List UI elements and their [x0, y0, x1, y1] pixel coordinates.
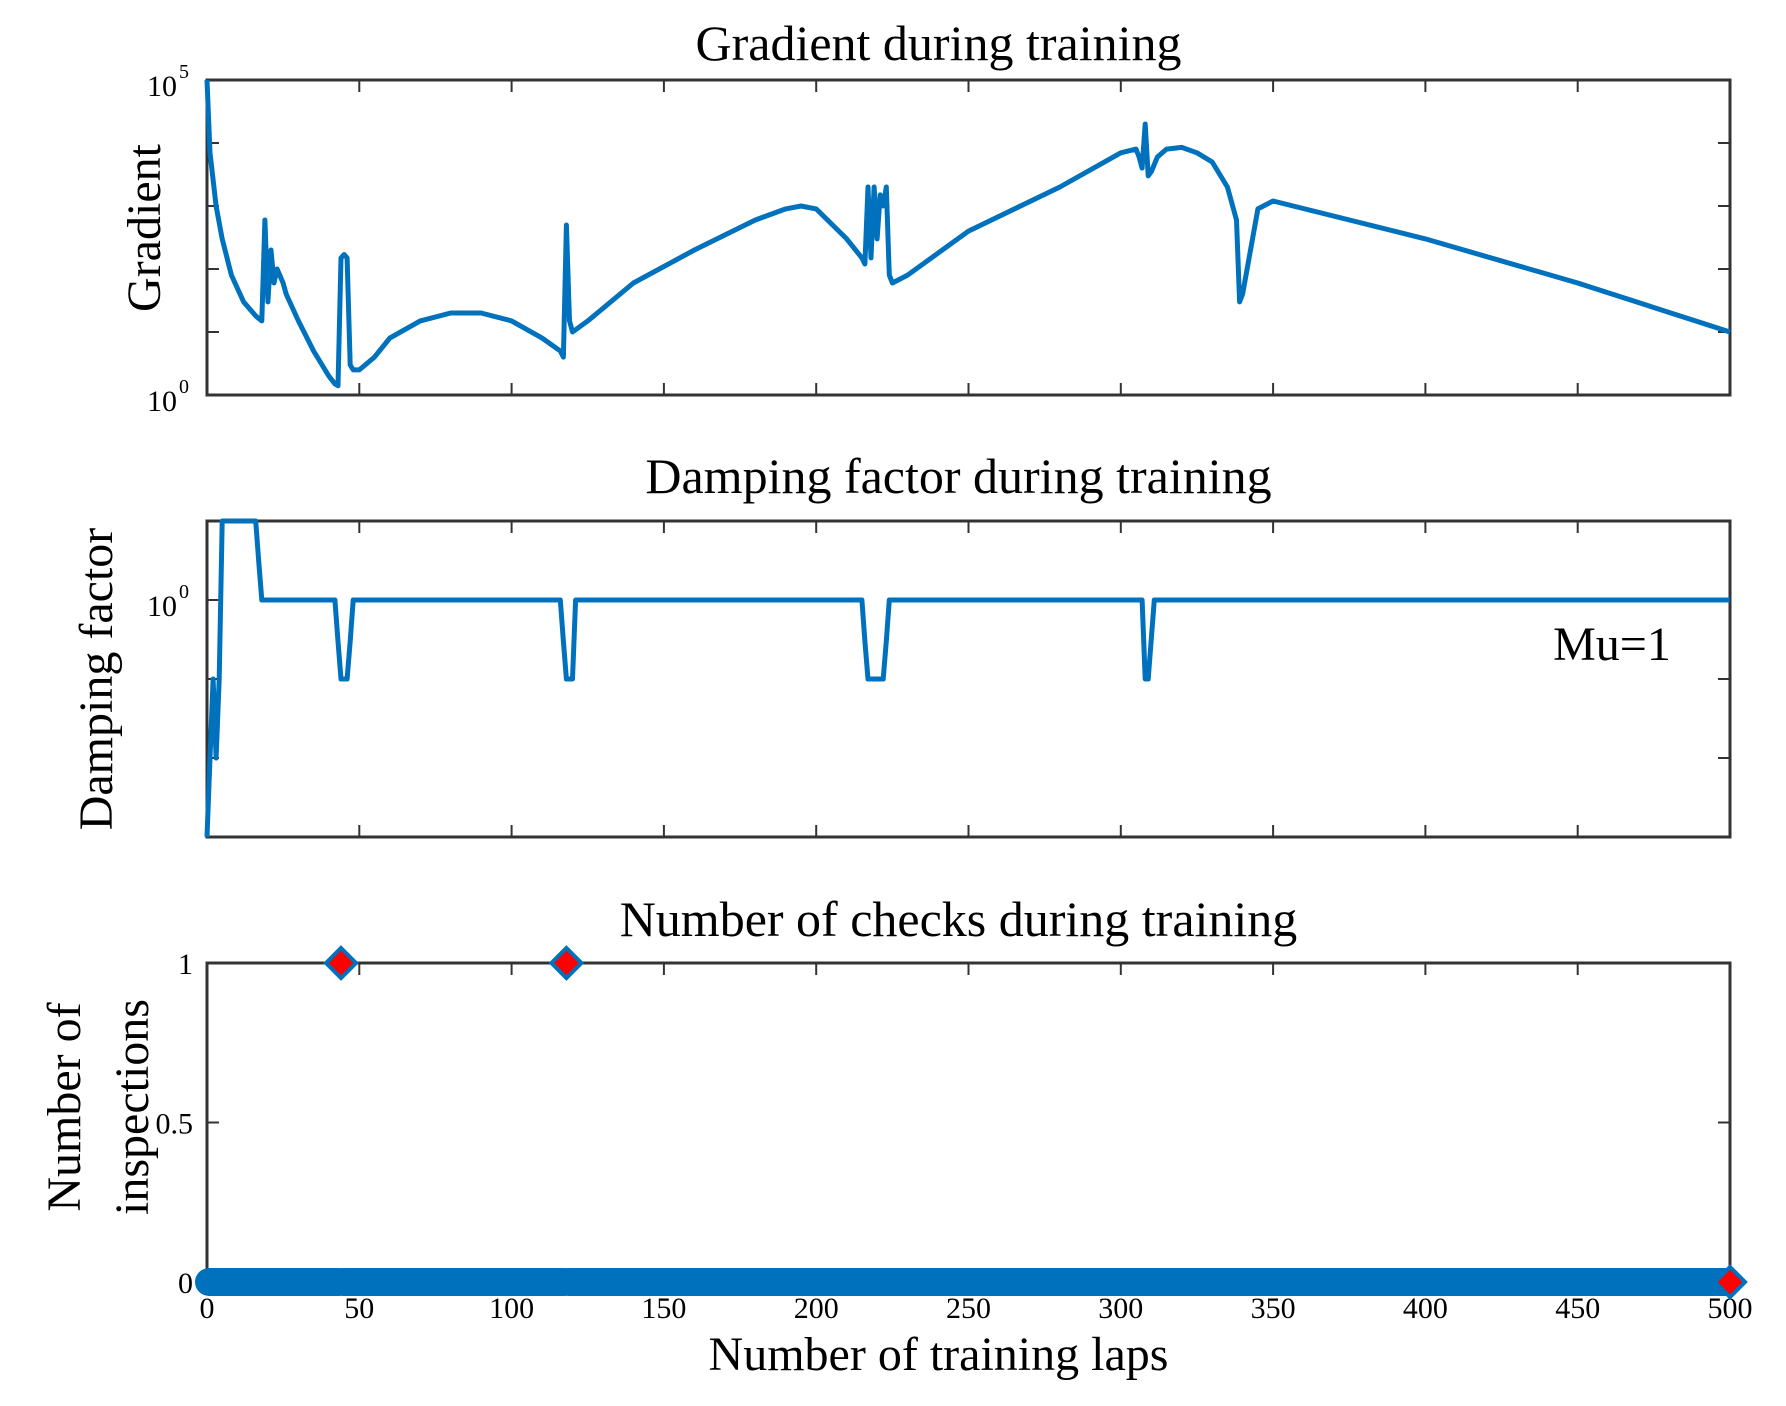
check-marker	[1712, 1264, 1748, 1300]
x-tick-label: 50	[344, 1292, 374, 1325]
chart-title: Gradient during training	[696, 15, 1182, 71]
x-tick-label: 200	[794, 1292, 839, 1325]
damping-series-line	[204, 518, 1730, 838]
y-axis-label: Damping factor	[70, 528, 123, 831]
x-tick-label: 250	[946, 1292, 991, 1325]
x-tick-label: 300	[1098, 1292, 1143, 1325]
check-marker	[323, 945, 359, 981]
y-tick-label: 10 0	[147, 376, 189, 418]
y-tick-label-exponent: 0	[179, 376, 189, 398]
check-marker	[548, 945, 585, 981]
y-axis-label: Number of inspections	[38, 999, 159, 1215]
y-tick-label-base: 10	[147, 385, 177, 418]
gradient-series-line	[204, 79, 1731, 389]
y-tick-label-exponent: 0	[179, 581, 189, 603]
y-tick-label: 1	[178, 948, 193, 981]
chart-title: Damping factor during training	[645, 448, 1271, 504]
damping-factor-panel: 10 0 Damping factor during training Damping…	[70, 448, 1732, 839]
y-axis-label-line: Number of	[38, 1002, 91, 1211]
y-tick-label: 0.5	[156, 1108, 194, 1141]
y-tick-label: 10 0	[147, 581, 189, 623]
x-axis-label: Number of training laps	[709, 1328, 1169, 1381]
x-tick-label: 450	[1555, 1292, 1600, 1325]
y-axis-label-line: inspections	[106, 999, 159, 1215]
y-tick-label-exponent: 5	[179, 61, 189, 83]
x-tick-label: 100	[489, 1292, 534, 1325]
x-tick-label: 350	[1251, 1292, 1296, 1325]
plot-frame	[205, 961, 1732, 1284]
y-tick-label: 0	[178, 1267, 193, 1300]
x-tick-label: 0	[200, 1292, 215, 1325]
x-tick-label: 400	[1403, 1292, 1448, 1325]
checks-panel: 00.510 50 100 150 200 250 300 350 400 450 500Numbe…	[38, 891, 1753, 1381]
y-tick-label: 10 5	[147, 61, 189, 103]
plot-frame	[205, 78, 1732, 397]
chart-title: Number of checks during training	[620, 891, 1298, 947]
y-axis-label: Gradient	[118, 143, 171, 312]
y-tick-label-base: 10	[147, 590, 177, 623]
x-tick-label: 150	[641, 1292, 686, 1325]
annotation-mu: Mu=1	[1553, 618, 1671, 671]
y-tick-label-base: 10	[147, 70, 177, 103]
plot-frame	[205, 519, 1732, 839]
